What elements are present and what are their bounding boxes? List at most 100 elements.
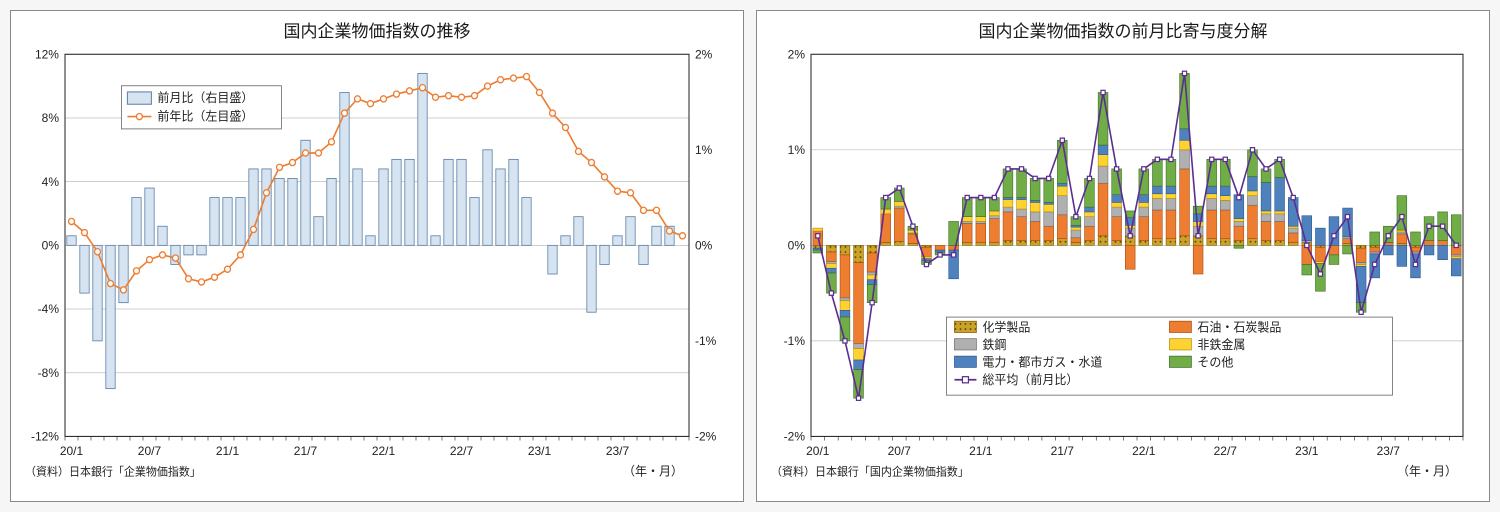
bar-oil: [962, 223, 972, 242]
bar-nonfer: [1057, 186, 1067, 196]
bar: [626, 217, 635, 246]
bar-other: [1220, 159, 1230, 186]
bar: [587, 245, 596, 312]
bar-nonfer: [989, 211, 999, 216]
svg-text:非鉄金属: 非鉄金属: [1197, 337, 1245, 352]
bar-oil: [1003, 212, 1013, 241]
bar-chem: [1057, 239, 1067, 246]
bar-power: [1166, 186, 1176, 194]
bar-other: [1085, 178, 1095, 207]
svg-text:-1%: -1%: [695, 334, 717, 348]
bar-oil: [1071, 238, 1081, 243]
bar: [327, 178, 336, 245]
bar: [197, 245, 206, 255]
svg-text:23/7: 23/7: [1377, 444, 1401, 458]
bar-steel: [1030, 212, 1040, 222]
bar-oil: [976, 223, 986, 242]
bar-nonfer: [1017, 199, 1027, 209]
bar-chem: [826, 245, 836, 252]
charts-wrap: 国内企業物価指数の推移 -12%-8%-4%0%4%8%12%-2%-1%0%1…: [10, 10, 1490, 502]
bar-steel: [1152, 199, 1162, 210]
bar-oil: [1438, 241, 1448, 246]
svg-text:1%: 1%: [695, 143, 713, 157]
svg-text:（資料）日本銀行「企業物価指数」: （資料）日本銀行「企業物価指数」: [25, 464, 201, 478]
bar-other: [1234, 245, 1244, 248]
bar-chem: [881, 242, 891, 245]
bar-chem: [1220, 239, 1230, 246]
svg-text:（年・月）: （年・月）: [1397, 464, 1457, 478]
bar-nonfer: [894, 201, 904, 206]
bar-steel: [1248, 196, 1258, 206]
svg-text:12%: 12%: [35, 47, 59, 61]
bar-chem: [989, 242, 999, 245]
svg-text:8%: 8%: [42, 111, 60, 125]
bar-oil: [1139, 217, 1149, 241]
bar-nonfer: [1275, 211, 1285, 214]
bar-steel: [854, 344, 864, 349]
bar-nonfer: [1003, 199, 1013, 207]
chart2-legend: 化学製品石油・石炭製品鉄鋼非鉄金属電力・都市ガス・水道その他総平均（前月比）: [946, 317, 1392, 395]
bar-chem: [962, 242, 972, 245]
bar-steel: [1003, 207, 1013, 212]
bar-chem: [1180, 236, 1190, 246]
bar-steel: [989, 216, 999, 219]
bar-steel: [1207, 199, 1217, 210]
bar-oil: [989, 219, 999, 243]
bar-power: [1315, 228, 1325, 245]
bar-steel: [840, 298, 850, 301]
svg-text:23/7: 23/7: [606, 444, 630, 458]
bar-steel: [1044, 212, 1054, 226]
bar-oil: [894, 208, 904, 241]
svg-text:-2%: -2%: [695, 429, 717, 443]
bar-chem: [894, 242, 904, 246]
bar-oil: [826, 252, 836, 262]
bar-oil: [1234, 226, 1244, 240]
bar: [288, 178, 297, 245]
bar-steel: [1112, 207, 1122, 217]
bar: [548, 245, 557, 274]
svg-text:鉄鋼: 鉄鋼: [982, 337, 1006, 352]
bar: [613, 236, 622, 246]
svg-text:石油・石炭製品: 石油・石炭製品: [1197, 320, 1281, 334]
bar: [418, 73, 427, 245]
bar-power: [1207, 186, 1217, 194]
svg-text:-4%: -4%: [38, 302, 60, 316]
svg-text:（年・月）: （年・月）: [623, 464, 683, 478]
bar: [366, 236, 375, 246]
chart1-legend: 前月比（右目盛）前年比（左目盛）: [121, 86, 281, 129]
bar-power: [840, 310, 850, 317]
svg-text:2%: 2%: [695, 47, 713, 61]
bar-steel: [1017, 209, 1027, 217]
bar-nonfer: [854, 349, 864, 360]
bar: [314, 217, 323, 246]
svg-text:22/1: 22/1: [1132, 444, 1156, 458]
bar-other: [1003, 169, 1013, 198]
bar: [652, 226, 661, 245]
bar-other: [1152, 159, 1162, 186]
bar: [106, 245, 115, 388]
bar-steel: [1057, 196, 1067, 215]
bar-power: [1180, 129, 1190, 140]
bar: [67, 236, 76, 246]
bar-oil: [1207, 210, 1217, 239]
bar-oil: [1044, 226, 1054, 240]
bar: [353, 169, 362, 245]
bar-power: [1261, 182, 1271, 211]
bar: [132, 198, 141, 246]
bar-other: [1411, 232, 1421, 245]
bar-steel: [1234, 221, 1244, 226]
bar-other: [1397, 196, 1407, 230]
bar: [262, 169, 271, 245]
bar: [509, 159, 518, 245]
bar: [561, 236, 570, 246]
svg-text:電力・都市ガス・水道: 電力・都市ガス・水道: [982, 354, 1102, 369]
bar-oil: [1288, 233, 1298, 243]
svg-text:20/1: 20/1: [60, 444, 84, 458]
svg-text:-1%: -1%: [784, 334, 806, 348]
chart1-plot: -12%-8%-4%0%4%8%12%-2%-1%0%1%2%20/120/72…: [17, 44, 737, 496]
bar-other: [1302, 264, 1312, 275]
svg-text:0%: 0%: [788, 238, 806, 252]
bar-oil: [840, 255, 850, 298]
bar-oil: [949, 245, 959, 250]
bar-chem: [1003, 241, 1013, 246]
